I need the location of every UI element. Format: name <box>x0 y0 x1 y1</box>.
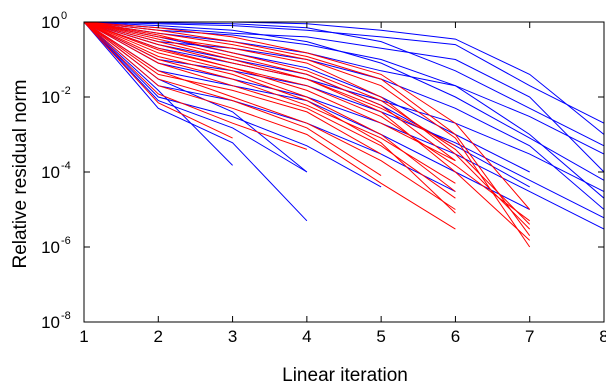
series-line-3 <box>84 22 604 124</box>
series-line-27 <box>84 22 531 248</box>
series-line-29 <box>84 22 456 192</box>
series-line-26 <box>84 22 531 230</box>
x-tick-label-8: 8 <box>599 327 606 346</box>
series-line-34 <box>84 22 531 241</box>
y-tick-exponent-4: -6 <box>61 235 71 247</box>
y-tick-label-2: 10 <box>41 88 60 107</box>
x-tick-label-7: 7 <box>525 327 534 346</box>
series-line-9 <box>84 22 604 147</box>
series-line-18 <box>84 22 604 230</box>
series-line-40 <box>84 22 530 222</box>
series-line-14 <box>84 22 308 173</box>
series-layer <box>84 22 604 248</box>
series-line-33 <box>84 22 233 139</box>
y-tick-exponent-3: -4 <box>61 160 71 172</box>
series-line-22 <box>84 22 456 162</box>
series-line-6 <box>84 22 604 210</box>
series-line-32 <box>84 22 308 150</box>
plot-frame <box>83 21 605 323</box>
x-tick-label-2: 2 <box>154 327 163 346</box>
x-tick-label-1: 1 <box>79 327 88 346</box>
y-axis-title: Relative residual norm <box>10 79 31 268</box>
series-line-37 <box>84 22 531 225</box>
series-line-15 <box>84 22 308 222</box>
series-line-19 <box>84 22 604 181</box>
y-tick-label-1: 10 <box>41 13 60 32</box>
series-line-28 <box>84 22 531 236</box>
y-tick-label-3: 10 <box>41 163 60 182</box>
series-line-25 <box>84 22 456 230</box>
x-tick-label-3: 3 <box>228 327 237 346</box>
series-line-35 <box>84 22 456 162</box>
x-axis-title: Linear iteration <box>282 365 408 385</box>
series-line-8 <box>84 22 604 219</box>
series-line-31 <box>84 22 382 177</box>
series-line-24 <box>84 22 456 210</box>
series-line-38 <box>84 22 382 155</box>
x-tick-label-4: 4 <box>302 327 311 346</box>
series-line-13 <box>84 22 382 188</box>
y-tick-exponent-1: 0 <box>61 10 67 22</box>
x-tick-label-5: 5 <box>376 327 385 346</box>
series-line-39 <box>84 22 456 214</box>
series-line-23 <box>84 22 456 184</box>
series-line-4 <box>84 22 604 135</box>
series-line-16 <box>84 22 233 166</box>
y-tick-exponent-5: -8 <box>61 310 71 322</box>
y-tick-label-4: 10 <box>41 238 60 257</box>
axes-layer <box>83 21 605 323</box>
y-tick-label-5: 10 <box>41 313 60 332</box>
x-tick-label-6: 6 <box>451 327 460 346</box>
series-line-5 <box>84 22 604 173</box>
y-tick-exponent-2: -2 <box>61 85 71 97</box>
